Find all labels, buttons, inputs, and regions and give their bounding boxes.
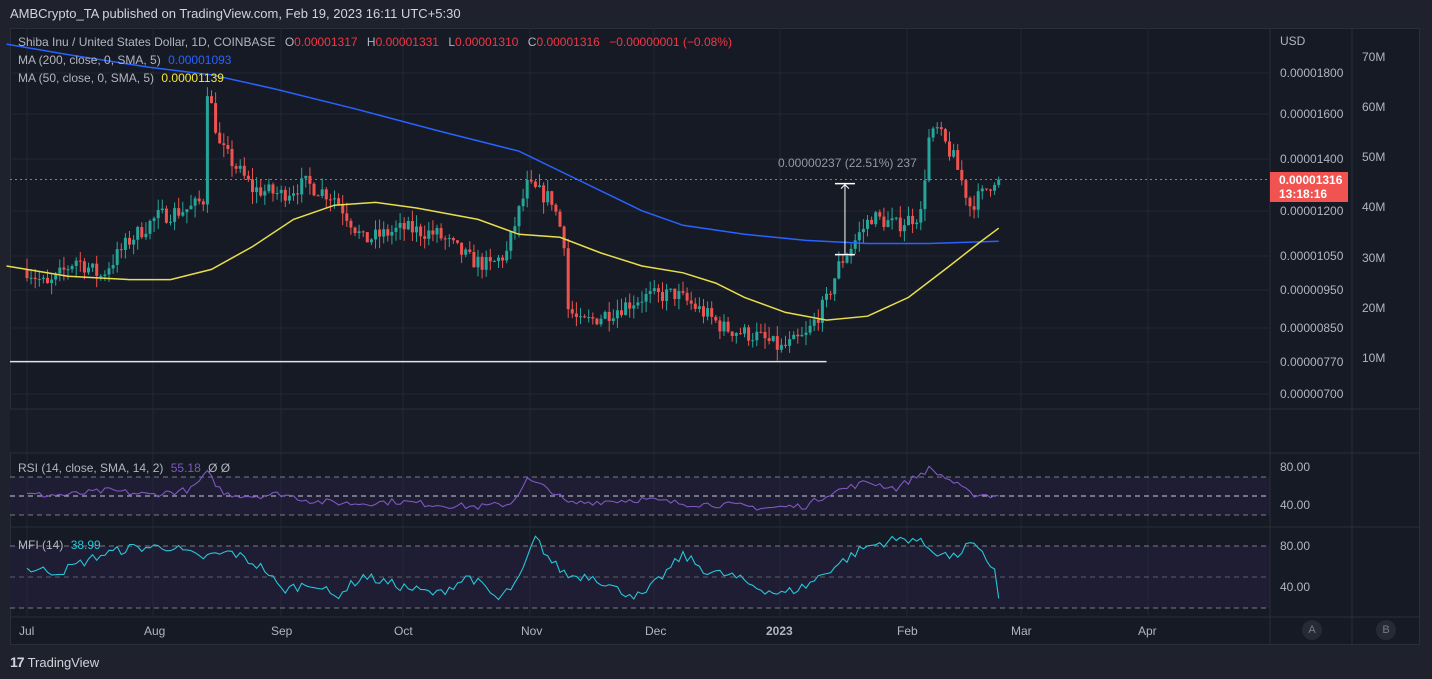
volume-tick: 30M: [1362, 251, 1386, 265]
price-tick: 0.00000770: [1280, 355, 1344, 369]
price-tick: 0.00000700: [1280, 387, 1344, 401]
auto-scale-button[interactable]: A: [1302, 620, 1322, 640]
tradingview-logo-icon: 17: [10, 654, 25, 670]
time-tick: Dec: [645, 624, 667, 638]
time-tick: Oct: [394, 624, 413, 638]
ma50-value: 0.00001139: [161, 71, 224, 85]
mfi-legend[interactable]: MFI (14) 38.99: [18, 538, 101, 552]
time-tick: Aug: [144, 624, 166, 638]
price-tick: 0.00000950: [1280, 283, 1344, 297]
time-tick: Jul: [19, 624, 35, 638]
volume-tick: 50M: [1362, 150, 1386, 164]
ma200-label: MA (200, close, 0, SMA, 5): [18, 53, 161, 67]
price-tick: 0.00001600: [1280, 107, 1344, 121]
time-tick: Mar: [1011, 624, 1032, 638]
time-tick: Apr: [1138, 624, 1157, 638]
volume-tick: 40M: [1362, 200, 1386, 214]
rsi-tick: 40.00: [1280, 498, 1311, 512]
price-tick: 0.00001400: [1280, 152, 1344, 166]
volume-tick: 60M: [1362, 100, 1386, 114]
price-range-measure-label: 0.00000237 (22.51%) 237: [778, 156, 917, 170]
low-value: 0.00001310: [455, 35, 519, 49]
ma50-legend[interactable]: MA (50, close, 0, SMA, 5) 0.00001139: [18, 71, 224, 85]
change-value: −0.00000001 (−0.08%): [609, 35, 732, 49]
ma200-legend[interactable]: MA (200, close, 0, SMA, 5) 0.00001093: [18, 53, 231, 67]
time-tick: Feb: [897, 624, 918, 638]
last-price-badge: 0.00001316 13:18:16: [1270, 172, 1348, 202]
price-tick: 0.00001200: [1280, 204, 1344, 218]
time-tick: 2023: [766, 624, 793, 638]
mfi-label: MFI (14): [18, 538, 64, 552]
price-axis-currency: USD: [1280, 34, 1306, 48]
tradingview-brand: TradingView: [27, 654, 100, 670]
volume-tick: 20M: [1362, 301, 1386, 315]
volume-tick: 70M: [1362, 50, 1386, 64]
symbol-legend: Shiba Inu / United States Dollar, 1D, CO…: [18, 35, 732, 49]
rsi-label: RSI (14, close, SMA, 14, 2): [18, 461, 164, 475]
price-tick: 0.00000850: [1280, 321, 1344, 335]
time-tick: Sep: [271, 624, 293, 638]
open-value: 0.00001317: [294, 35, 358, 49]
ma200-value: 0.00001093: [168, 53, 232, 67]
bar-countdown: 13:18:16: [1279, 187, 1328, 201]
low-label: L: [448, 35, 456, 49]
publish-header: AMBCrypto_TA published on TradingView.co…: [10, 6, 461, 21]
price-tick: 0.00001050: [1280, 249, 1344, 263]
close-value: 0.00001316: [536, 35, 600, 49]
tradingview-footer[interactable]: 17 TradingView: [10, 652, 99, 672]
chart-frame: [10, 28, 1420, 645]
rsi-value: 55.18: [170, 461, 201, 475]
close-label: C: [527, 35, 537, 49]
volume-tick: 10M: [1362, 351, 1386, 365]
symbol-name: Shiba Inu / United States Dollar, 1D, CO…: [18, 35, 276, 49]
mfi-value: 38.99: [70, 538, 101, 552]
ma50-label: MA (50, close, 0, SMA, 5): [18, 71, 155, 85]
last-price-value: 0.00001316: [1279, 173, 1343, 187]
time-tick: Nov: [521, 624, 543, 638]
log-scale-button[interactable]: B: [1376, 620, 1396, 640]
open-label: O: [284, 35, 295, 49]
rsi-tick: 80.00: [1280, 460, 1311, 474]
high-value: 0.00001331: [375, 35, 439, 49]
mfi-tick: 80.00: [1280, 539, 1311, 553]
mfi-tick: 40.00: [1280, 580, 1311, 594]
high-label: H: [366, 35, 376, 49]
rsi-extra: Ø Ø: [208, 461, 231, 475]
rsi-legend[interactable]: RSI (14, close, SMA, 14, 2) 55.18 Ø Ø: [18, 461, 230, 475]
price-tick: 0.00001800: [1280, 66, 1344, 80]
